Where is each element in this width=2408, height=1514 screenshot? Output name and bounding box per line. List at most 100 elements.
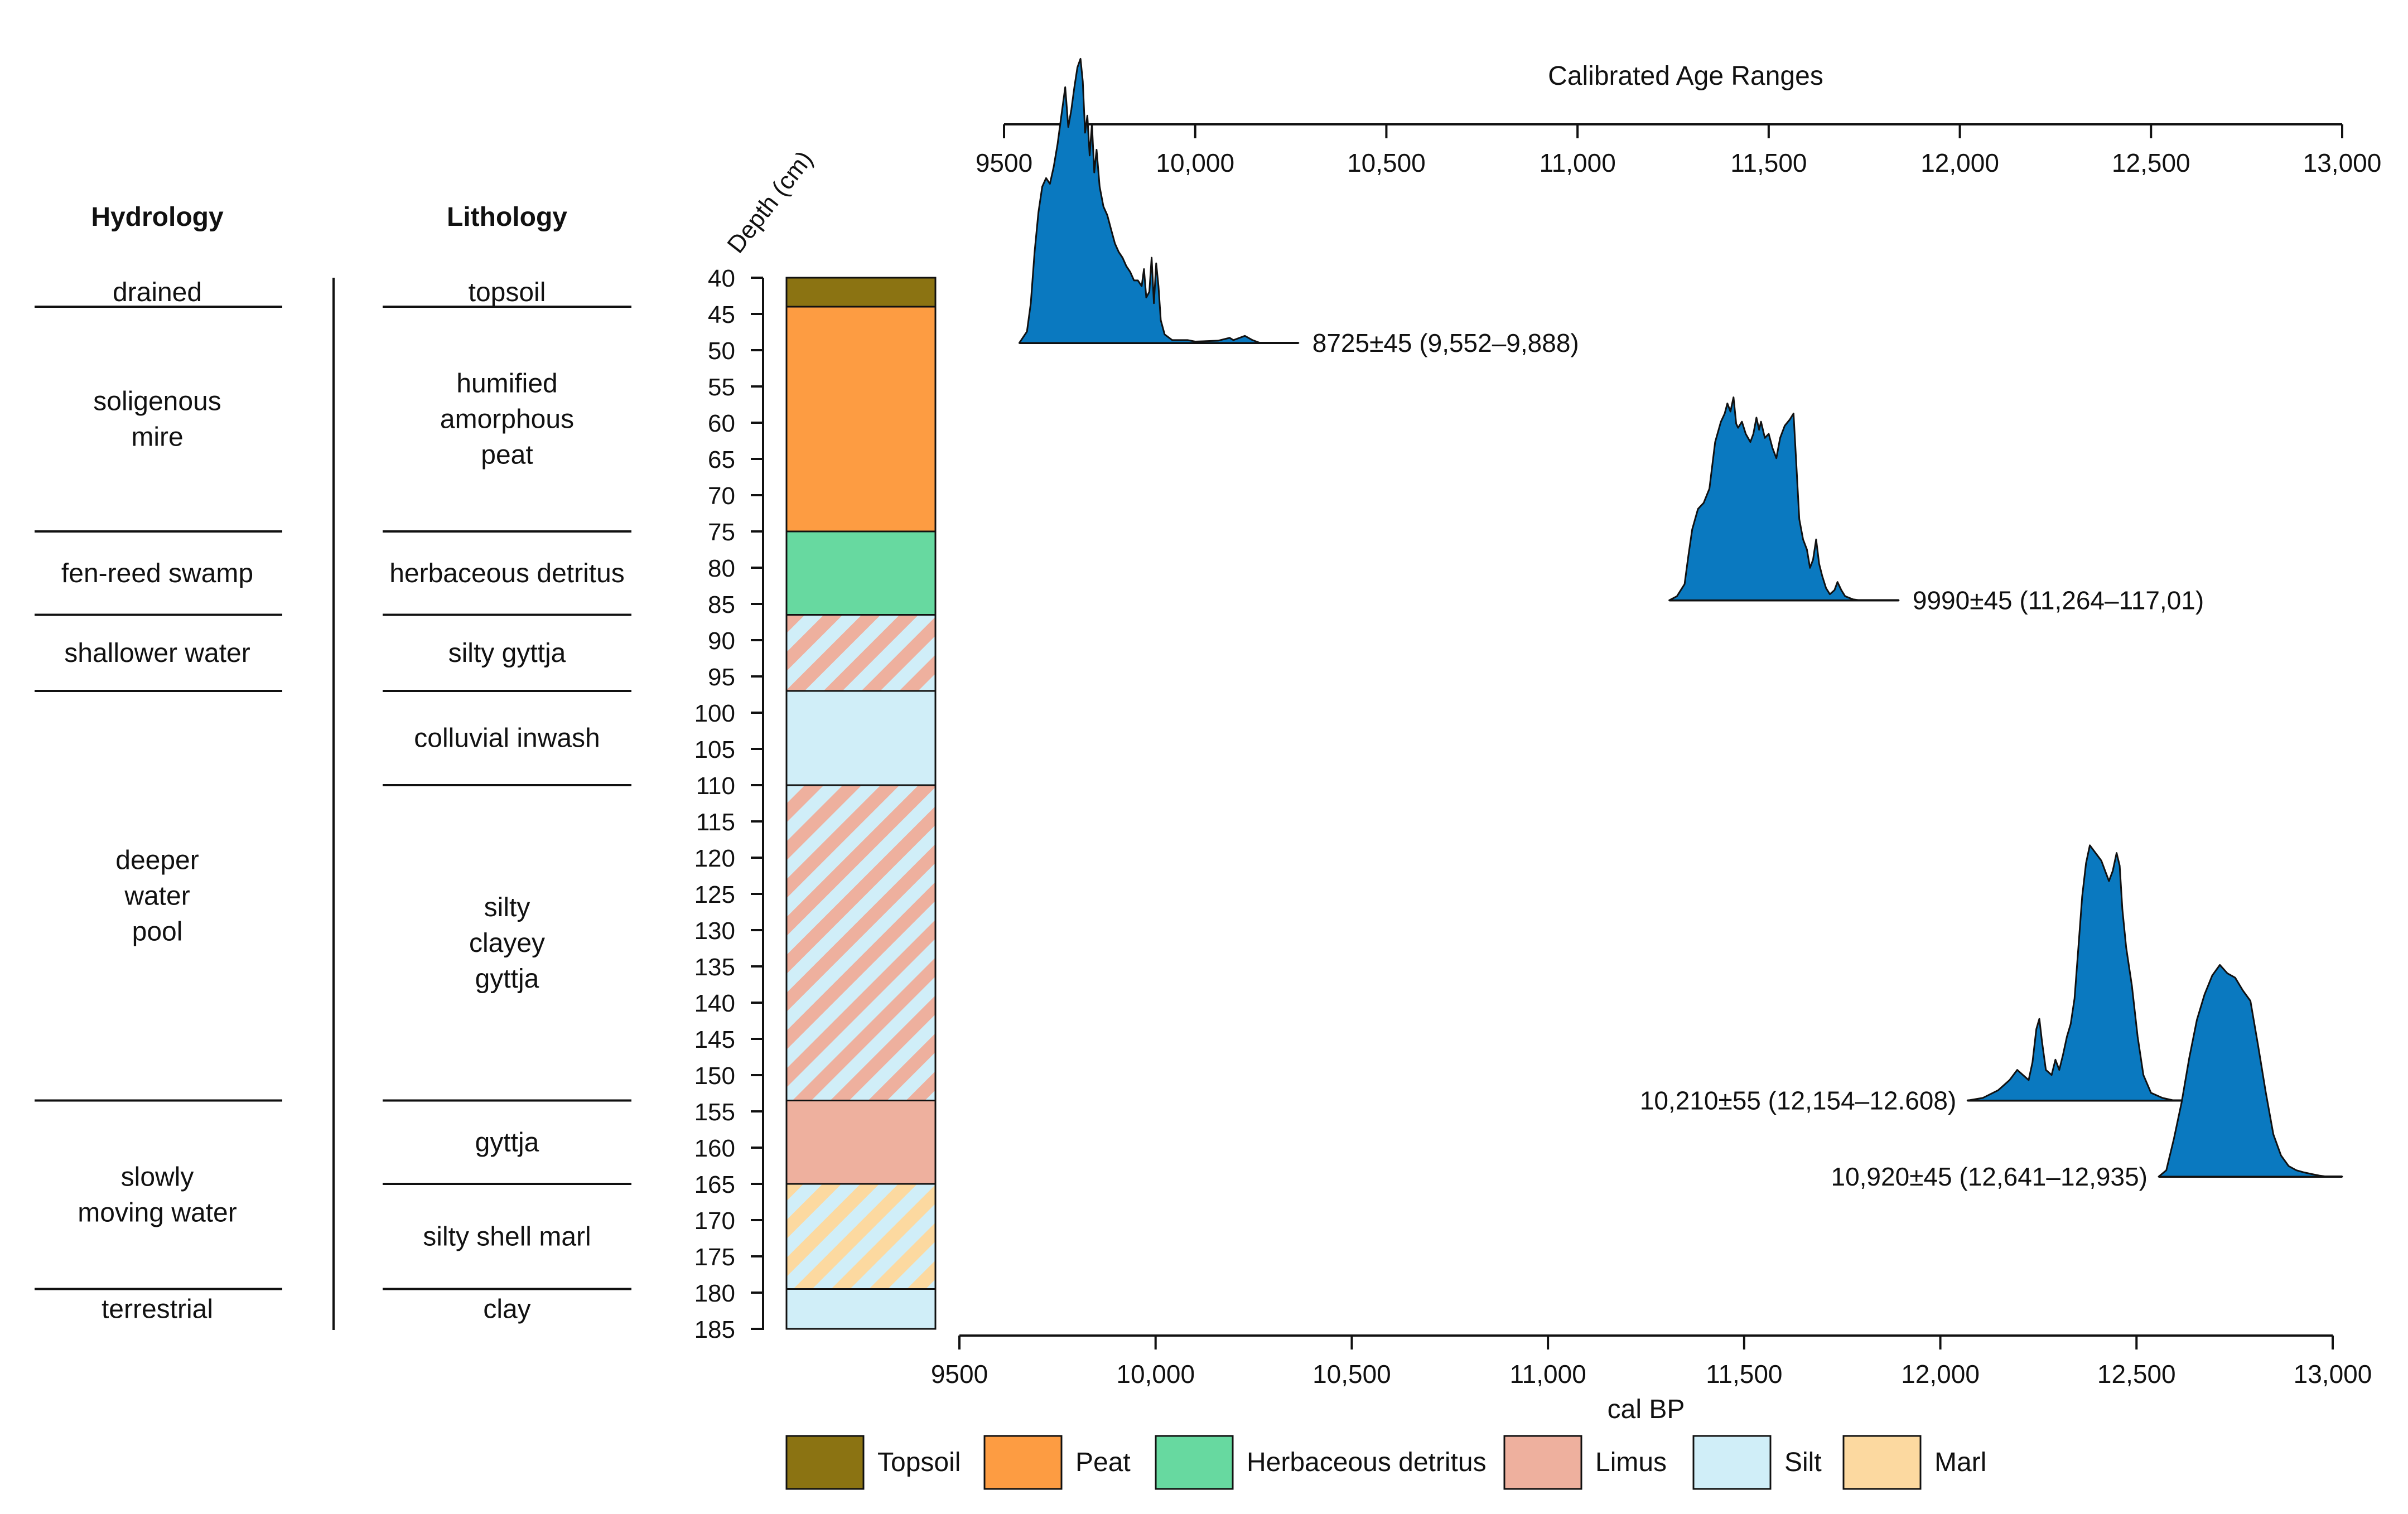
depth-axis-label: Depth (cm): [722, 146, 818, 259]
hydrology-label: terrestrial: [102, 1294, 213, 1324]
legend-swatch: [1692, 1435, 1772, 1490]
depth-tick-label: 165: [694, 1171, 735, 1198]
hydrology-heading: Hydrology: [91, 202, 224, 232]
lithology-label: herbaceous detritus: [389, 559, 625, 588]
core-layer: [785, 306, 937, 533]
legend-item-peat: Peat: [983, 1435, 1131, 1490]
legend-label: Marl: [1934, 1448, 1986, 1477]
depth-tick-label: 105: [694, 736, 735, 763]
date-4: 10,920±45 (12,641–12,935): [1831, 964, 2343, 1191]
depth-tick-label: 95: [708, 664, 735, 691]
bottom-axis-tick-label: 11,500: [1706, 1360, 1782, 1389]
hydrology-label: mire: [131, 423, 183, 452]
depth-tick-label: 170: [694, 1207, 735, 1235]
depth-tick-label: 50: [708, 337, 735, 365]
lithology-label: amorphous: [440, 405, 574, 434]
bottom-axis-tick-label: 12,000: [1901, 1360, 1980, 1389]
bottom-axis-tick-label: 11,000: [1510, 1360, 1586, 1389]
depth-tick-label: 60: [708, 410, 735, 437]
core-layer-hatch: [785, 784, 937, 1101]
top-age-axis: Calibrated Age Ranges 9500 10,000 10,500 11…: [976, 61, 2382, 177]
hydrology-label: slowly: [121, 1163, 194, 1192]
depth-tick-label: 185: [694, 1316, 735, 1343]
top-axis-tick-label: 9500: [976, 148, 1032, 177]
hydrology-column: drained soligenous mire fen-reed swamp shall…: [35, 278, 282, 1324]
bottom-axis-tick-label: 12,500: [2097, 1360, 2176, 1389]
core-layer-hatch: [785, 1183, 937, 1290]
core-layer: [785, 1100, 937, 1185]
top-axis-tick-label: 11,000: [1540, 148, 1616, 177]
date-1: 8725±45 (9,552–9,888): [1018, 57, 1579, 357]
depth-tick-label: 90: [708, 627, 735, 655]
depth-tick-label: 175: [694, 1244, 735, 1271]
depth-tick-label: 85: [708, 591, 735, 618]
date-3: 10,210±55 (12,154–12.608): [1640, 844, 2267, 1115]
bottom-axis-tick-label: 10,500: [1312, 1360, 1391, 1389]
depth-tick-label: 65: [708, 446, 735, 473]
depth-tick-label: 145: [694, 1026, 735, 1053]
bottom-axis-tick-label: 10,000: [1116, 1360, 1195, 1389]
date-label: 10,210±55 (12,154–12.608): [1640, 1086, 1957, 1115]
hydrology-label: fen-reed swamp: [61, 559, 253, 588]
top-axis-tick-label: 10,000: [1156, 148, 1234, 177]
date-density-curve: [1966, 844, 2267, 1101]
depth-tick-label: 55: [708, 374, 735, 401]
legend-label: Limus: [1595, 1448, 1667, 1477]
legend-swatch: [785, 1435, 865, 1490]
lithology-label: clayey: [469, 928, 545, 958]
depth-tick-label: 115: [696, 809, 735, 836]
lithology-column: topsoil humified amorphous peat herbaceous d…: [383, 278, 631, 1324]
lithology-label: silty gyttja: [448, 639, 566, 668]
core-layer-hatch: [785, 614, 937, 692]
top-axis-tick-label: 11,500: [1730, 148, 1807, 177]
depth-tick-label: 70: [708, 482, 735, 510]
hydrology-label: soligenous: [93, 387, 221, 417]
depth-tick-label: 130: [694, 917, 735, 945]
legend-swatch: [1155, 1435, 1234, 1490]
lithology-label: clay: [483, 1294, 530, 1324]
lithology-label: gyttja: [475, 964, 539, 994]
depth-tick-label: 75: [708, 519, 735, 546]
date-density-curve: [2158, 964, 2343, 1178]
top-axis-tick-label: 13,000: [2303, 148, 2382, 177]
top-axis-title: Calibrated Age Ranges: [1548, 61, 1823, 91]
legend-label: Herbaceous detritus: [1247, 1448, 1487, 1477]
depth-tick-label: 100: [694, 700, 735, 727]
core-layer: [785, 530, 937, 616]
hydrology-label: pool: [132, 917, 183, 946]
depth-tick-label: 110: [696, 772, 735, 800]
hydrology-label: shallower water: [64, 639, 250, 668]
hydrology-label: moving water: [78, 1198, 237, 1228]
depth-tick-label: 40: [708, 265, 735, 292]
depth-tick-label: 120: [694, 845, 735, 872]
top-axis-tick-label: 10,500: [1347, 148, 1426, 177]
legend-item-marl: Marl: [1842, 1435, 1986, 1490]
lithology-label: silty: [484, 893, 530, 922]
date-density-curve: [1018, 57, 1300, 344]
lithology-label: gyttja: [475, 1128, 539, 1157]
depth-tick-label: 155: [694, 1099, 735, 1126]
depth-tick-label: 180: [694, 1280, 735, 1307]
lithology-label: silty shell marl: [423, 1222, 591, 1251]
core-column: [785, 277, 937, 1330]
top-axis-tick-label: 12,500: [2112, 148, 2190, 177]
lithology-label: peat: [481, 441, 533, 470]
top-axis-tick-label: 12,000: [1920, 148, 1999, 177]
date-label: 9990±45 (11,264–117,01): [1913, 586, 2204, 615]
calibrated-dates: 8725±45 (9,552–9,888) 9990±45 (11,264–117…: [1018, 57, 2343, 1191]
hydrology-label: drained: [113, 278, 202, 307]
legend: Topsoil Peat Herbaceous detritus Limus Silt M…: [785, 1435, 1986, 1490]
legend-label: Silt: [1784, 1448, 1822, 1477]
core-layer: [785, 1288, 937, 1330]
lithology-label: topsoil: [469, 278, 546, 307]
legend-swatch: [1503, 1435, 1582, 1490]
depth-tick-label: 140: [694, 990, 735, 1017]
depth-tick-label: 160: [694, 1135, 735, 1162]
depth-tick-label: 150: [694, 1062, 735, 1090]
date-label: 8725±45 (9,552–9,888): [1312, 328, 1579, 357]
bottom-age-axis: cal BP 9500 10,000 10,500 11,000 11,500 12,00…: [931, 1334, 2372, 1424]
hydrology-label: deeper: [115, 845, 199, 875]
date-density-curve: [1668, 396, 1900, 601]
legend-swatch: [1842, 1435, 1922, 1490]
